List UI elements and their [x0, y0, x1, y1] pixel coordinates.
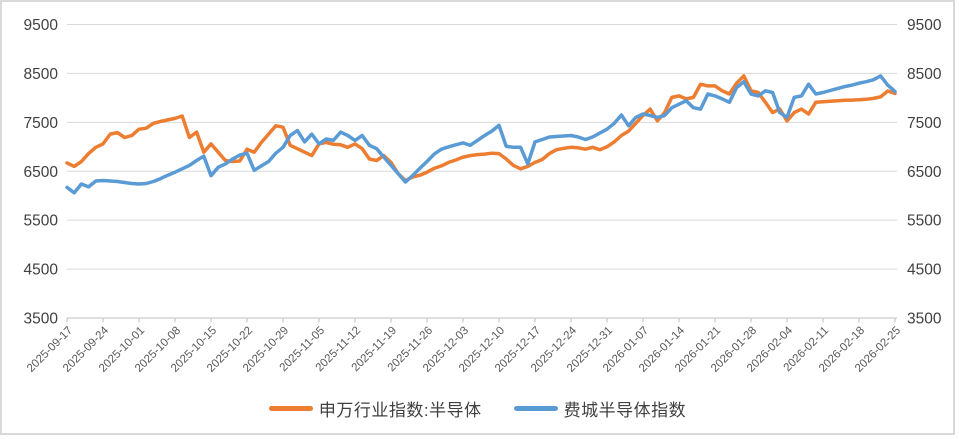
- y-axis-label-right-7500: 7500: [907, 115, 942, 132]
- legend-swatch-orange: [268, 406, 313, 411]
- y-axis-label-right-6500: 6500: [907, 164, 942, 181]
- y-axis-label-left-4500: 4500: [24, 262, 59, 279]
- line-chart: 3500 3500 4500 4500 5500 5500 6500 6500 7500 7500…: [24, 17, 942, 375]
- y-axis-label-left-9500: 9500: [24, 17, 59, 34]
- series-line-sw-semiconductor: [65, 74, 897, 183]
- legend-item-sw-semiconductor: 申万行业指数:半导体: [268, 396, 482, 421]
- legend-label-philadelphia-semiconductor: 费城半导体指数: [563, 401, 687, 420]
- legend-label-sw-semiconductor: 申万行业指数:半导体: [318, 401, 482, 420]
- legend-swatch-blue: [513, 406, 558, 411]
- y-axis-label-left-3500: 3500: [24, 311, 59, 328]
- y-axis-label-right-8500: 8500: [907, 66, 942, 83]
- y-axis-label-right-4500: 4500: [907, 262, 942, 279]
- y-axis-label-left-8500: 8500: [24, 66, 59, 83]
- legend-item-philadelphia-semiconductor: 费城半导体指数: [513, 396, 687, 421]
- chart-legend: 申万行业指数:半导体 费城半导体指数: [2, 396, 953, 421]
- y-axis-label-right-9500: 9500: [907, 17, 942, 34]
- y-axis-label-right-3500: 3500: [907, 311, 942, 328]
- y-axis-label-left-7500: 7500: [24, 115, 59, 132]
- y-axis-label-right-5500: 5500: [907, 213, 942, 230]
- y-axis-label-left-5500: 5500: [24, 213, 59, 230]
- series-line-philadelphia-semiconductor: [65, 74, 897, 195]
- y-axis-label-left-6500: 6500: [24, 164, 59, 181]
